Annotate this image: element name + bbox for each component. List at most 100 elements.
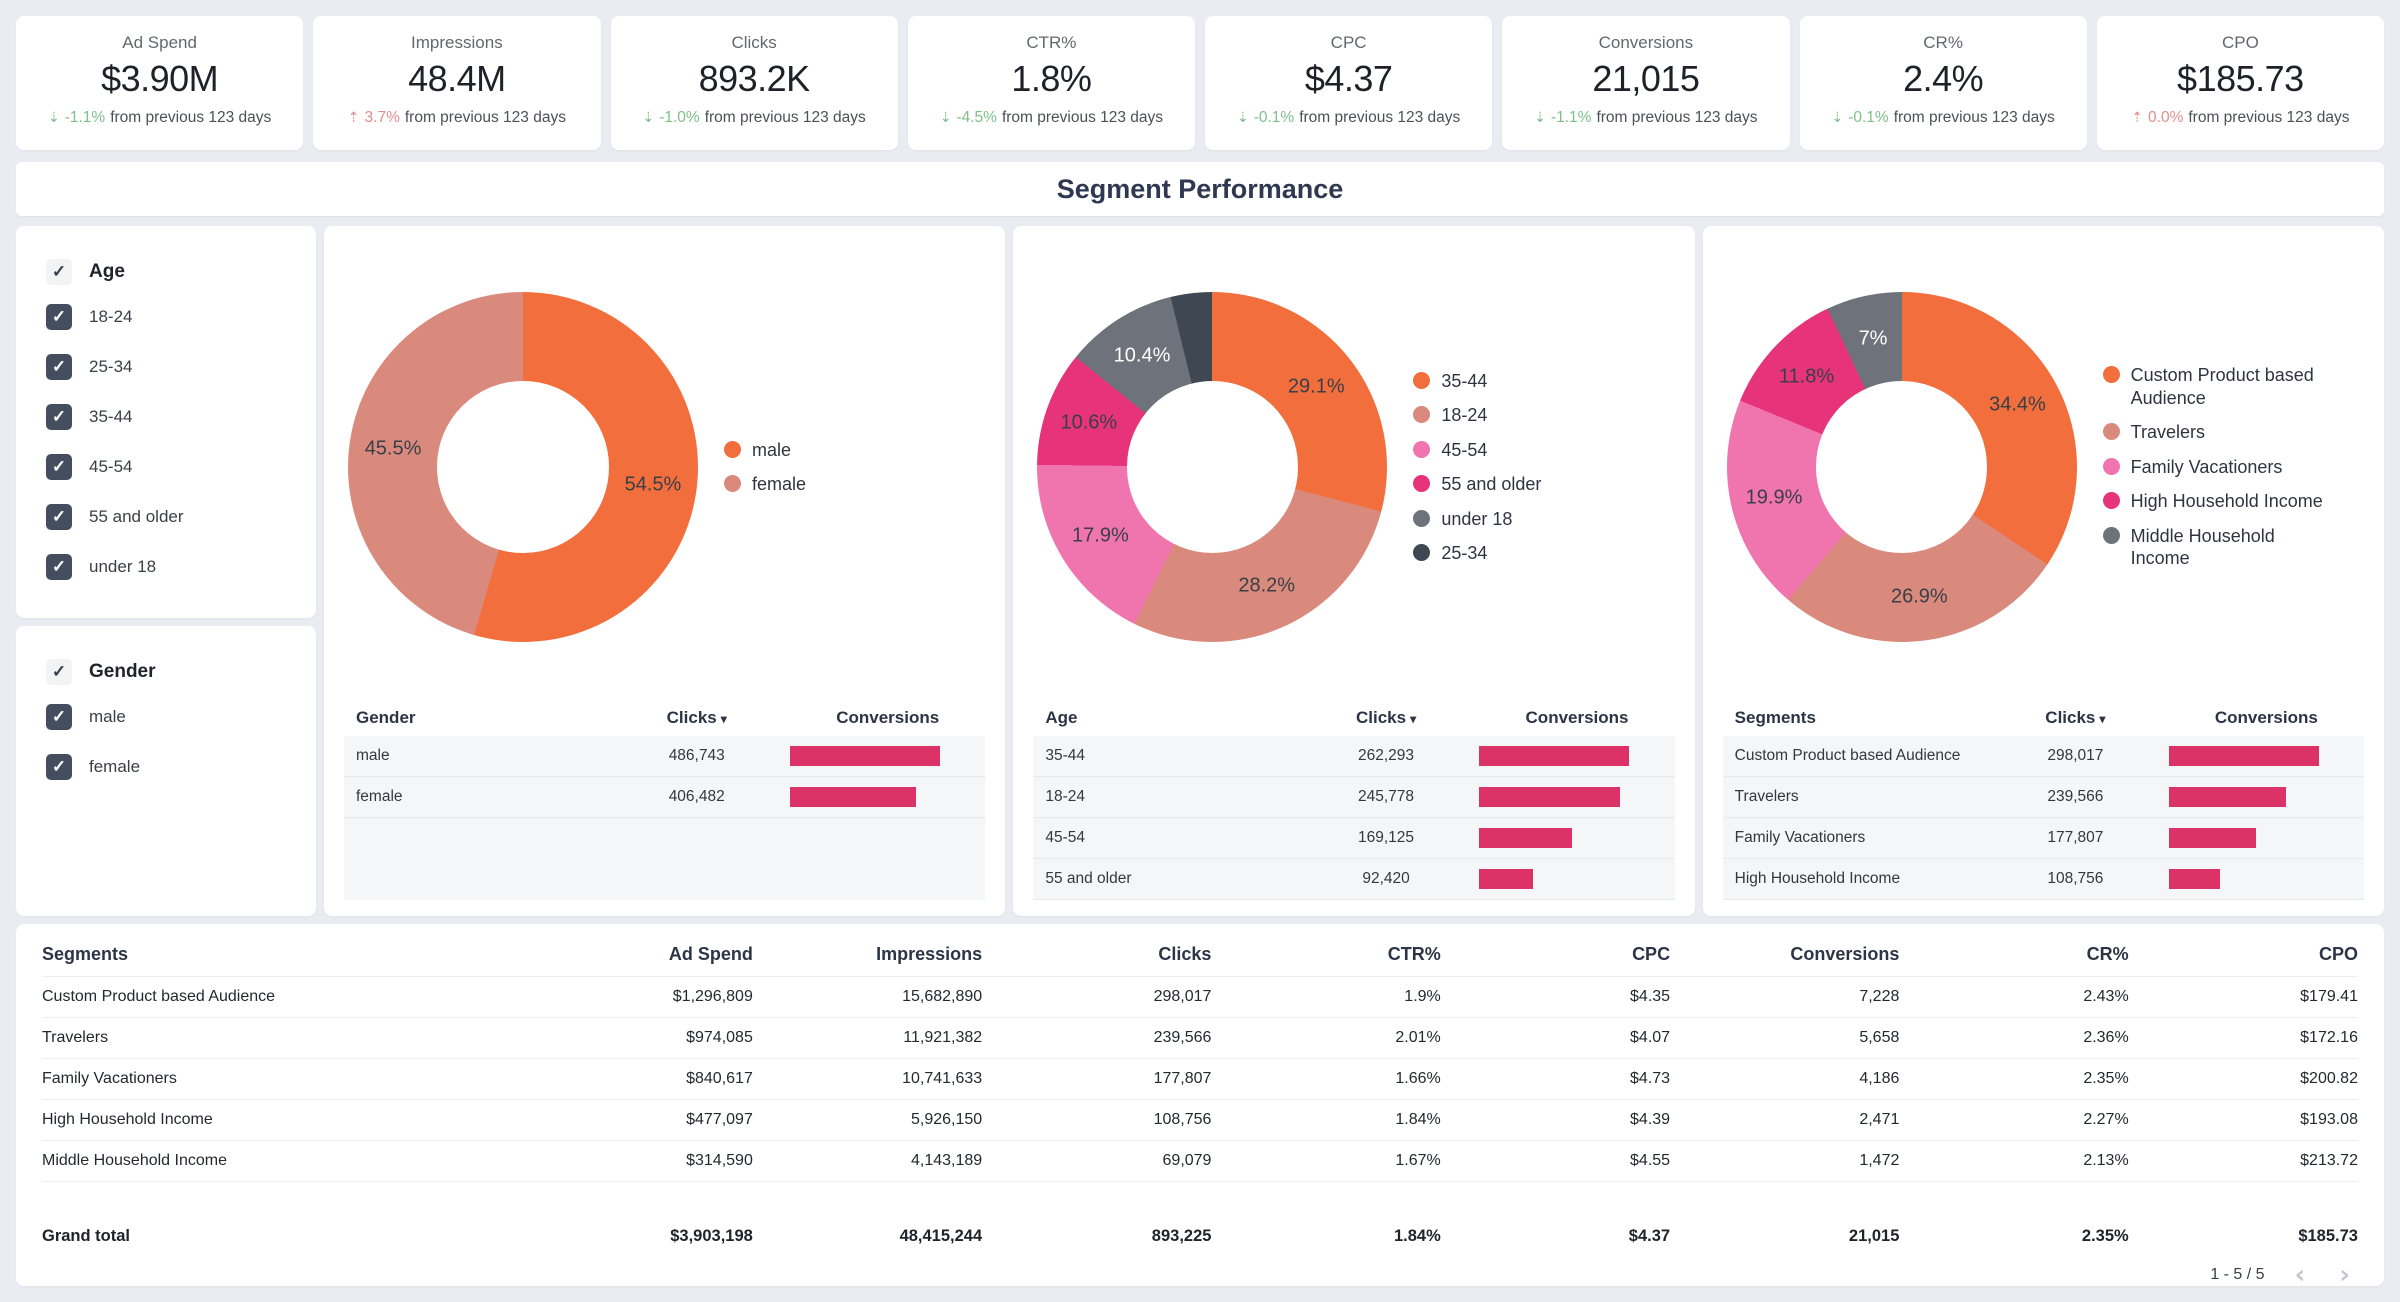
column-header-clicks[interactable]: Clicks ▾: [1303, 708, 1470, 728]
kpi-label: CPO: [2221, 33, 2259, 52]
filter-item-under-18[interactable]: ✓ under 18: [46, 542, 316, 592]
filter-group-age: ✓ Age ✓ 18-24 ✓ 25-34 ✓ 35-44 ✓ 45-54 ✓ 55 and olde…: [16, 226, 316, 618]
gender-donut[interactable]: [348, 292, 698, 642]
table-row-middle-household-income: Middle Household Income $314,590 4,143,189…: [42, 1140, 2358, 1181]
table-row-high-household-income: High Household Income $477,097 5,926,150 10…: [42, 1099, 2358, 1140]
legend-item-35-44[interactable]: 35-44: [1413, 370, 1541, 393]
filter-item-45-54[interactable]: ✓ 45-54: [46, 442, 316, 492]
row-value-cell: 11,921,382: [903, 1029, 983, 1046]
section-title-bar: Segment Performance: [16, 162, 2384, 216]
kpi-delta: ⇣ -4.5% from previous 123 days: [940, 109, 1163, 127]
checkbox-gender-all[interactable]: ✓: [46, 659, 72, 685]
filter-item-female[interactable]: ✓ female: [46, 742, 316, 792]
table-row-travelers: Travelers $974,085 11,921,382 239,566 2.01% $…: [42, 1017, 2358, 1058]
legend-item-18-24[interactable]: 18-24: [1413, 404, 1541, 427]
kpi-value: $3.90M: [101, 58, 219, 99]
kpi-delta: ⇡ 3.7% from previous 123 days: [348, 109, 566, 127]
pagination-prev-button[interactable]: ‹: [2294, 1260, 2306, 1290]
segments-chart-area: 34.4% 26.9% 19.9% 11.8% 7% Custom Product bas…: [1723, 242, 2364, 692]
segments-donut[interactable]: [1726, 292, 2077, 642]
row-value-cell: 2.13%: [2083, 1152, 2129, 1169]
legend-label: Travelers: [2130, 422, 2206, 443]
legend-label: male: [752, 439, 792, 460]
kpi-delta: ⇣ -1.1% from previous 123 days: [48, 109, 271, 127]
row-segment-label: Custom Product based Audience: [42, 988, 276, 1005]
donut-slice-label-family-vacationers: 19.9%: [1745, 486, 1803, 509]
legend-item-custom-product-based-audience[interactable]: Custom Product based Audience: [2102, 364, 2338, 409]
kpi-card-clicks: Clicks 893.2K ⇣ -1.0% from previous 123 days: [610, 16, 898, 150]
checkbox-under-18[interactable]: ✓: [46, 554, 72, 580]
grand-total-value: $3,903,198: [670, 1226, 753, 1245]
legend-item-travelers[interactable]: Travelers: [2102, 421, 2338, 444]
row-conversions-cell: [1469, 869, 1674, 889]
filter-item-male[interactable]: ✓ male: [46, 692, 316, 742]
legend-item-middle-household-income[interactable]: Middle Household Income: [2102, 525, 2338, 570]
row-label: 45-54: [1045, 829, 1085, 846]
segment-performance-section: ✓ Age ✓ 18-24 ✓ 25-34 ✓ 35-44 ✓ 45-54 ✓ 55 and olde…: [16, 226, 2384, 916]
column-header-conversions: Conversions: [2214, 708, 2318, 727]
trend-down-icon: ⇣: [1831, 110, 1844, 126]
row-conversions-cell: [780, 746, 985, 766]
trend-down-icon: ⇣: [1236, 110, 1249, 126]
conversion-bar: [2168, 746, 2319, 766]
filter-item-25-34[interactable]: ✓ 25-34: [46, 342, 316, 392]
table-spacer-row: [42, 1181, 2358, 1214]
checkbox-female[interactable]: ✓: [46, 754, 72, 780]
segments-breakdown-table: Segments Clicks ▾ Conversions Custom Product…: [1722, 700, 2364, 900]
sort-desc-icon: ▾: [720, 712, 727, 726]
column-header-clicks[interactable]: Clicks ▾: [1992, 708, 2159, 728]
table-header-row: Segments Clicks ▾ Conversions: [1723, 700, 2364, 736]
pagination-range-label: 1 - 5 / 5: [2210, 1266, 2265, 1283]
donut-slice-label-female: 45.5%: [364, 437, 422, 459]
row-value-cell: 298,017: [1153, 988, 1212, 1005]
checkbox-age-all[interactable]: ✓: [46, 259, 72, 285]
checkbox-45-54[interactable]: ✓: [46, 454, 72, 480]
kpi-value: 893.2K: [698, 58, 811, 99]
legend-item-under-18[interactable]: under 18: [1413, 508, 1541, 531]
donut-slice-label-35-44: 29.1%: [1287, 375, 1345, 398]
age-donut[interactable]: [1037, 292, 1388, 642]
legend-item-55-and-older[interactable]: 55 and older: [1413, 473, 1541, 496]
column-header-impressions: Impressions: [876, 943, 983, 964]
donut-slice-label-middle-household-income: 7%: [1858, 327, 1888, 350]
row-value-cell: 1,472: [1859, 1152, 1900, 1169]
checkbox-18-24[interactable]: ✓: [46, 304, 72, 330]
legend-item-45-54[interactable]: 45-54: [1413, 439, 1541, 462]
row-clicks-value: 169,125: [1358, 829, 1415, 846]
filter-item-55-and-older[interactable]: ✓ 55 and older: [46, 492, 316, 542]
row-conversions-cell: [2159, 787, 2364, 807]
legend-item-25-34[interactable]: 25-34: [1413, 542, 1541, 565]
row-value-cell: 2,471: [1859, 1111, 1900, 1128]
filter-item-label: 45-54: [89, 457, 133, 476]
legend-item-female[interactable]: female: [724, 473, 806, 496]
kpi-card-ad-spend: Ad Spend $3.90M ⇣ -1.1% from previous 123 da…: [16, 16, 304, 150]
row-conversions-cell: [1469, 746, 1674, 766]
row-label: Travelers: [1734, 788, 1799, 805]
row-clicks-value: 108,756: [2047, 870, 2104, 887]
legend-item-male[interactable]: male: [724, 439, 806, 462]
table-row-custom-product-based-audience: Custom Product based Audience 298,017: [1722, 736, 2364, 777]
row-label: female: [356, 788, 403, 805]
legend-item-high-household-income[interactable]: High Household Income: [2102, 490, 2338, 513]
filter-item-18-24[interactable]: ✓ 18-24: [46, 292, 316, 342]
checkbox-35-44[interactable]: ✓: [46, 404, 72, 430]
pagination-next-button[interactable]: ›: [2339, 1260, 2350, 1290]
donut-slice-label-18-24: 28.2%: [1238, 574, 1296, 597]
legend-item-family-vacationers[interactable]: Family Vacationers: [2102, 456, 2338, 479]
checkbox-male[interactable]: ✓: [46, 704, 72, 730]
conversion-bar: [790, 787, 917, 807]
checkbox-55-and-older[interactable]: ✓: [46, 504, 72, 530]
filter-item-35-44[interactable]: ✓ 35-44: [46, 392, 316, 442]
row-label: 35-44: [1045, 747, 1085, 764]
kpi-delta-percent: -1.0%: [659, 109, 700, 126]
row-clicks-value: 262,293: [1358, 747, 1415, 764]
checkbox-25-34[interactable]: ✓: [46, 354, 72, 380]
column-header-clicks-label: Clicks: [2045, 708, 2096, 727]
gender-panel: 54.5% 45.5% male female Gender Clicks ▾ Convers…: [324, 226, 1006, 916]
kpi-label: CR%: [1923, 33, 1963, 52]
legend-label: Custom Product based Audience: [2130, 365, 2314, 408]
legend-swatch-55-and-older: [1413, 475, 1431, 492]
row-value-cell: $4.07: [1630, 1029, 1671, 1046]
column-header-clicks[interactable]: Clicks ▾: [613, 708, 780, 728]
